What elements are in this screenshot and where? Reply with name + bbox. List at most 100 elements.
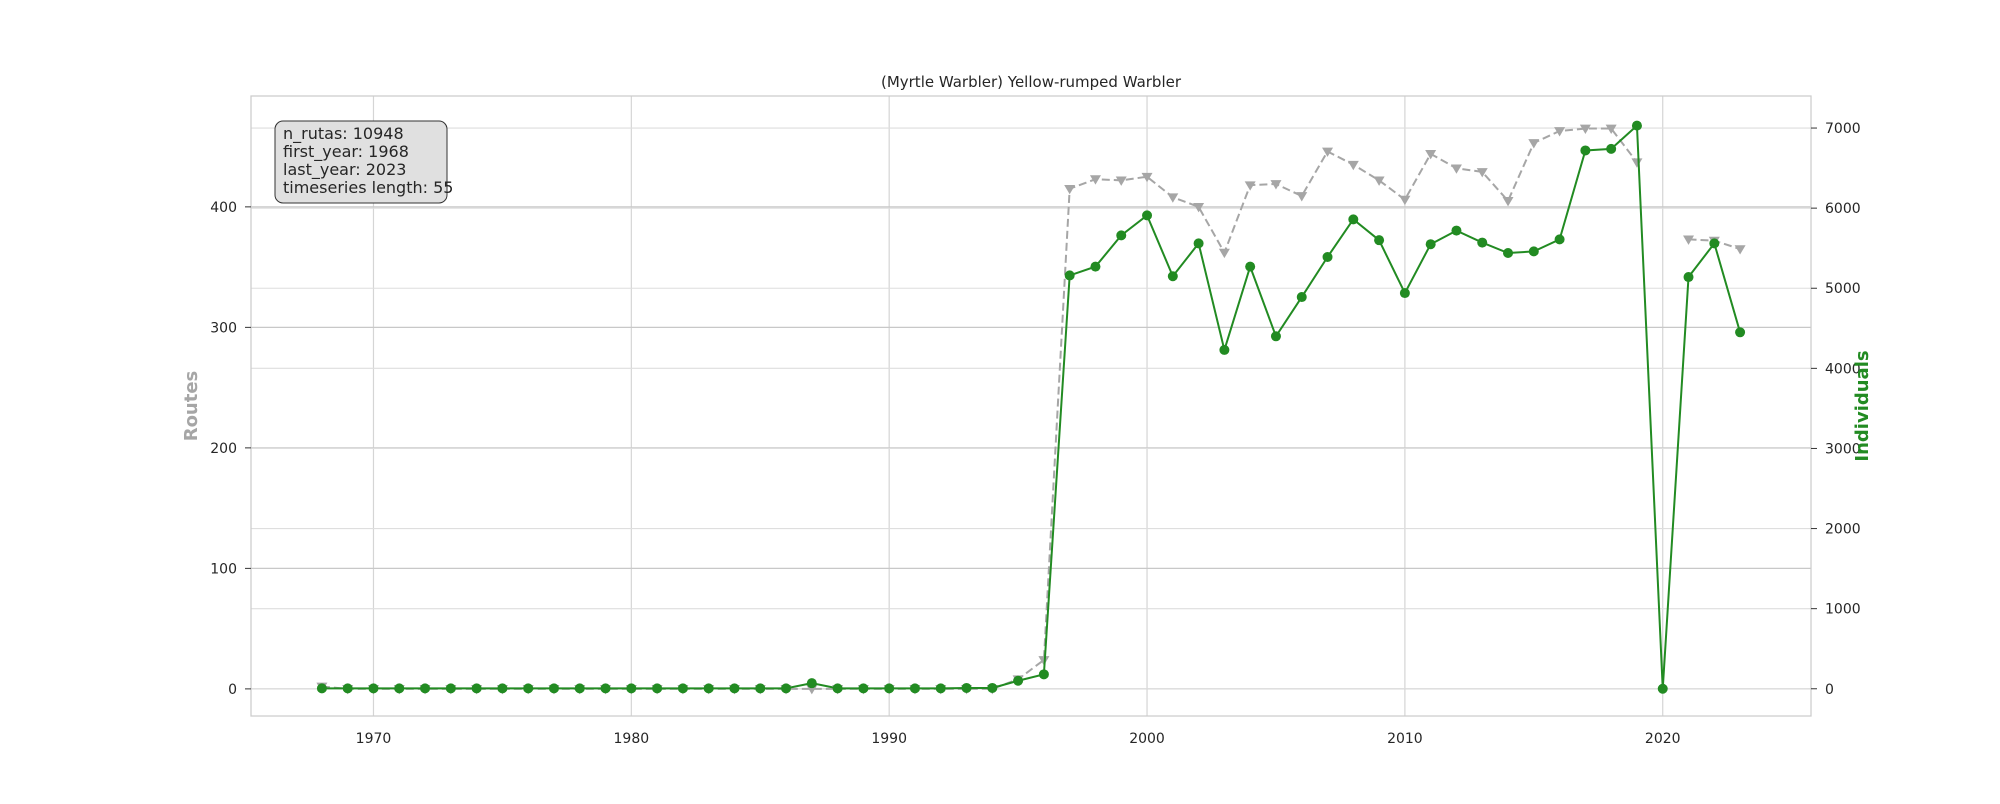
y-axis-right-label: Individuals (1852, 350, 1873, 461)
individuals-point (574, 683, 585, 694)
individuals-point (1348, 214, 1359, 225)
individuals-point (1167, 271, 1178, 282)
individuals-point (316, 683, 327, 694)
routes-point (1605, 124, 1617, 135)
individuals-point (781, 683, 792, 694)
info-line-first-year: first_year: 1968 (283, 142, 409, 162)
info-line-last-year: last_year: 2023 (283, 160, 406, 180)
y-right-tick-label: 1000 (1825, 602, 1861, 618)
routes-point (1347, 160, 1359, 171)
individuals-point (1142, 210, 1153, 221)
individuals-point (1425, 239, 1436, 250)
routes-point (1502, 196, 1514, 207)
individuals-series-line (321, 123, 1742, 690)
info-box-background (274, 120, 448, 204)
individuals-point (445, 683, 456, 694)
x-tick-label: 2010 (1387, 731, 1423, 747)
individuals-point (626, 683, 637, 694)
individuals-point (1477, 237, 1488, 248)
routes-point (1193, 203, 1205, 213)
individuals-point (368, 683, 379, 694)
individuals-point (1090, 261, 1101, 272)
routes-point (1064, 184, 1076, 195)
individuals-point (884, 683, 895, 694)
individuals-point (1735, 327, 1746, 338)
individuals-point (471, 683, 482, 694)
routes-point (1554, 127, 1566, 137)
individuals-point (703, 683, 714, 694)
individuals-point (1219, 344, 1230, 355)
y-right-tick-label: 6000 (1825, 201, 1861, 217)
individuals-point (806, 678, 817, 689)
x-tick-label: 2020 (1645, 731, 1681, 747)
plot-frame (250, 95, 1812, 717)
individuals-point (1709, 238, 1720, 249)
individuals-point (600, 683, 611, 694)
y-right-tick-label: 2000 (1825, 522, 1861, 538)
ticks-layer: 1970 1980 1990 2000 2010 20200100200300400010… (210, 121, 1860, 747)
individuals-point (1296, 292, 1307, 303)
routes-point (1683, 235, 1695, 245)
info-box: n_rutas: 10948 first_year: 1968 last_yea… (274, 120, 453, 204)
individuals-point (1528, 246, 1539, 257)
individuals-point (1270, 331, 1281, 342)
individuals-point (935, 683, 946, 694)
individuals-point (1038, 669, 1049, 680)
info-line-length: timeseries length: 55 (283, 178, 453, 197)
individuals-point (677, 683, 688, 694)
routes-point (1399, 195, 1411, 206)
individuals-point (1374, 235, 1385, 246)
routes-point (1528, 139, 1540, 149)
individuals-point (1657, 683, 1668, 694)
routes-point (1296, 192, 1308, 202)
routes-point (1218, 248, 1230, 259)
individuals-point (1580, 145, 1591, 156)
routes-point (1631, 158, 1643, 168)
routes-point (1476, 168, 1488, 178)
individuals-point (832, 683, 843, 694)
y-left-tick-label: 300 (210, 320, 237, 336)
individuals-point (1064, 270, 1075, 281)
chart-title: (Myrtle Warbler) Yellow-rumped Warbler (881, 73, 1182, 91)
grid-layer (251, 96, 1811, 716)
individuals-point (548, 683, 559, 694)
individuals-point (1631, 120, 1642, 131)
individuals-point (961, 682, 972, 693)
y-right-tick-label: 3000 (1825, 441, 1861, 457)
routes-point (1425, 149, 1437, 160)
individuals-point (342, 683, 353, 694)
routes-point (806, 685, 818, 695)
routes-series-line (321, 127, 1741, 690)
individuals-point (1116, 230, 1127, 241)
y-right-tick-label: 0 (1825, 682, 1834, 698)
individuals-point (1322, 252, 1333, 263)
individuals-point (1013, 675, 1024, 686)
routes-point (1167, 193, 1179, 203)
individuals-point (394, 683, 405, 694)
y-left-tick-label: 400 (210, 200, 237, 216)
individuals-point (755, 683, 766, 694)
x-tick-label: 1970 (356, 731, 392, 747)
y-right-tick-label: 7000 (1825, 121, 1861, 137)
x-tick-label: 1980 (614, 731, 650, 747)
y-right-tick-label: 4000 (1825, 361, 1861, 377)
y-left-tick-label: 200 (210, 441, 237, 457)
individuals-point (523, 683, 534, 694)
individuals-point (909, 683, 920, 694)
routes-point (1450, 164, 1462, 174)
individuals-point (1451, 225, 1462, 236)
y-right-tick-label: 5000 (1825, 281, 1861, 297)
individuals-point (420, 683, 431, 694)
x-tick-label: 1990 (871, 731, 907, 747)
x-tick-label: 2000 (1129, 731, 1165, 747)
individuals-point (1554, 234, 1565, 245)
routes-point (1734, 245, 1746, 255)
individuals-point (729, 683, 740, 694)
individuals-point (987, 682, 998, 693)
individuals-point (1606, 143, 1617, 154)
routes-point (1270, 180, 1282, 190)
y-axis-left-label: Routes (181, 371, 202, 442)
series-layer (316, 120, 1746, 695)
